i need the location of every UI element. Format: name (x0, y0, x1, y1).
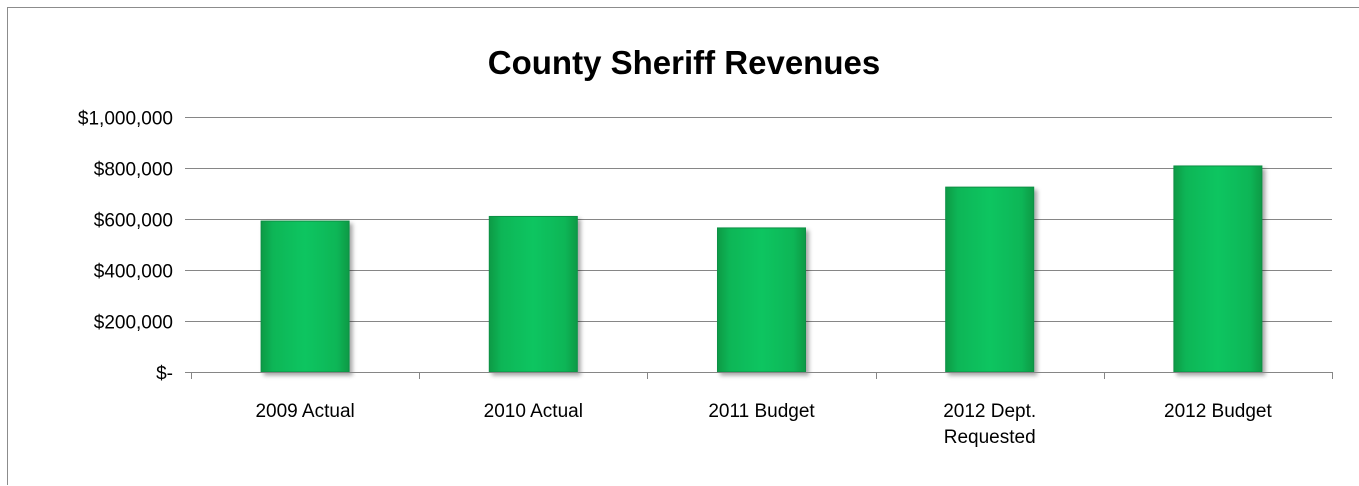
bar (1173, 165, 1263, 373)
bar (717, 227, 806, 373)
x-tick-label: 2011 Budget (708, 401, 815, 422)
y-tick-label: $400,000 (94, 262, 173, 283)
y-tick-label: $200,000 (94, 313, 173, 334)
axes (185, 117, 1333, 379)
chart-frame: County Sheriff Revenues $- $200,000 $400,0… (7, 7, 1359, 485)
chart-title: County Sheriff Revenues (488, 44, 880, 81)
x-tick-label: 2009 Actual (255, 401, 354, 422)
y-tick-label: $800,000 (94, 160, 173, 181)
x-tick-label: 2010 Actual (484, 401, 583, 422)
gridlines (191, 117, 1332, 322)
bar (488, 215, 578, 373)
y-tick-label: $1,000,000 (78, 109, 173, 130)
bar (945, 186, 1035, 373)
x-tick-label: 2012 Dept. Requested (943, 401, 1036, 448)
bar-chart: County Sheriff Revenues $- $200,000 $400,0… (78, 44, 1333, 448)
y-tick-labels: $- $200,000 $400,000 $600,000 $800,000 $1,000… (78, 109, 173, 385)
bar (260, 220, 350, 373)
bars (260, 165, 1263, 373)
y-tick-label: $- (156, 364, 173, 385)
x-tick-labels: 2009 Actual 2010 Actual 2011 Budget 2012 De… (255, 401, 1272, 448)
x-tick-label: 2012 Budget (1164, 401, 1272, 422)
y-tick-label: $600,000 (94, 211, 173, 232)
